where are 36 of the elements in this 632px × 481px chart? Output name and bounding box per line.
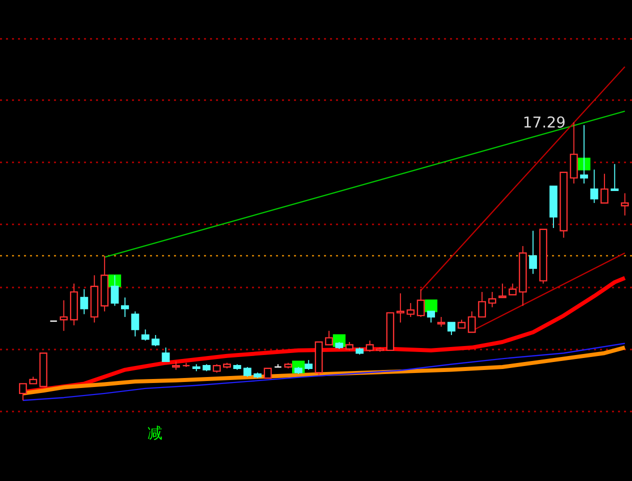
candlestick xyxy=(264,368,272,379)
candlestick xyxy=(243,366,252,378)
candlestick xyxy=(18,383,27,401)
candlestick xyxy=(468,310,476,333)
candlestick xyxy=(437,316,446,328)
candlestick xyxy=(478,291,486,318)
candlestick xyxy=(110,274,119,306)
candlestick xyxy=(427,310,435,324)
candlestick xyxy=(508,283,517,296)
candlestick xyxy=(570,122,578,184)
candlestick xyxy=(396,292,404,324)
candlestick xyxy=(620,192,629,216)
candlestick xyxy=(580,124,588,184)
candlestick xyxy=(600,173,608,204)
text: 减 xyxy=(148,424,162,442)
candlestick xyxy=(488,291,496,308)
candlestick xyxy=(529,230,538,274)
annotation: 17.29 xyxy=(522,113,566,132)
candlestick xyxy=(60,300,68,332)
candlestick xyxy=(416,288,425,318)
candlestick xyxy=(498,283,506,298)
candlestick xyxy=(141,328,150,342)
candlestick xyxy=(152,334,160,347)
point xyxy=(424,300,438,312)
candlestick xyxy=(274,364,282,368)
candlestick xyxy=(366,340,374,352)
candlestick xyxy=(610,164,619,192)
candlestick xyxy=(406,302,415,318)
candlestick xyxy=(325,330,333,346)
candlestick xyxy=(447,322,456,336)
candlestick xyxy=(80,288,88,315)
candlestick xyxy=(304,360,313,370)
candlestick xyxy=(121,296,129,318)
candlestick xyxy=(131,310,140,337)
candlestick xyxy=(590,169,598,204)
candlestick xyxy=(162,347,170,362)
